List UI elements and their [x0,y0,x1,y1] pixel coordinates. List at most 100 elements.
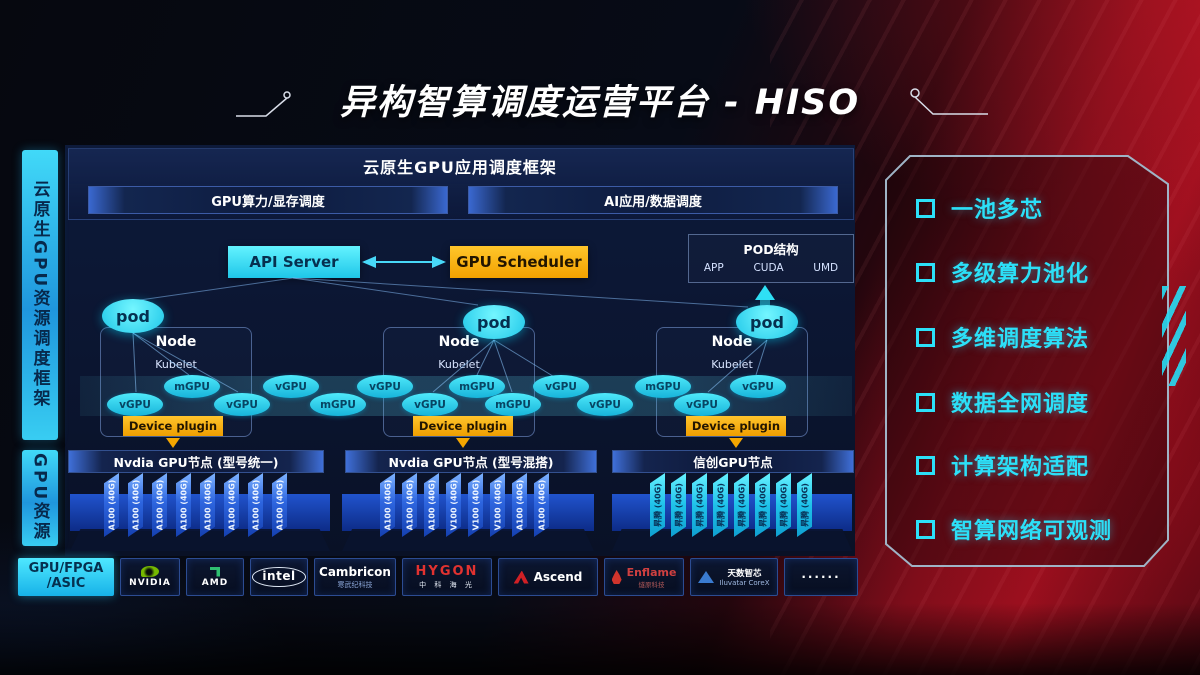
vendor-label: Ascend [533,570,583,584]
gpu-card-label: V100 (40G) [471,479,480,531]
gpu-card: V100 (40G) [468,473,483,537]
device-plugin-3: Device plugin [686,416,786,436]
mgpu-ellipse: mGPU [485,393,541,416]
gpu-card: A100 (40G) [380,473,395,537]
vendor-tile-amd: AMD [186,558,244,596]
gpu-card: V100 (40G) [446,473,461,537]
gpu-card: 昇腾 (40G) [713,473,728,537]
feature-label: 一池多芯 [951,198,1044,223]
gpu-card: 昇腾 (40G) [797,473,812,537]
gpu-card: A100 (40G) [128,473,143,537]
hw-line2: /ASIC [46,576,86,591]
vgpu-ellipse: vGPU [730,375,786,398]
gpu-card-label: V100 (40G) [449,479,458,531]
framework-title: 云原生GPU应用调度框架 [363,158,557,177]
gpu-card: 昇腾 (40G) [692,473,707,537]
gpu-node-bar-3: 信创GPU节点 [612,450,854,473]
vgpu-ellipse: vGPU [107,393,163,416]
hazard-stripes-decoration [1162,286,1186,386]
gpu-card: A100 (40G) [402,473,417,537]
feature-label: 多级算力池化 [951,262,1090,287]
bottom-shade [0,603,1200,675]
amd-logo-icon [210,566,220,577]
gpu-card-label: A100 (40G) [203,479,212,531]
node-title: Node [438,334,480,350]
pod-struct-box: POD结构 APP CUDA UMD [688,234,854,283]
vendor-text-group: 天数智芯 Iluvatar CoreX [719,567,769,587]
vendor-label: NVIDIA [129,578,171,588]
vgpu-ellipse: vGPU [402,393,458,416]
intel-logo: intel [252,567,306,587]
gpu-card-label: A100 (40G) [427,479,436,531]
ascend-logo-icon [513,570,529,584]
square-bullet-icon [916,519,935,539]
gpu-card-label: 昇腾 (40G) [779,483,788,527]
hw-line1: GPU/FPGA [28,561,104,577]
gpu-card-label: A100 (40G) [107,479,116,531]
vendor-tile-iluvatar: 天数智芯 Iluvatar CoreX [690,558,778,596]
pod-struct-title: POD结构 [743,242,799,257]
gpu-card-label: A100 (40G) [537,479,546,531]
feature-item-5: 计算架构适配 [916,450,1089,480]
gpu-card-stack-3: 昇腾 (40G) 昇腾 (40G) 昇腾 (40G) 昇腾 (40G) 昇腾 (40G)… [650,473,812,537]
square-bullet-icon [916,262,935,282]
gpu-node-bar-2: Nvdia GPU节点 (型号混搭) [345,450,597,473]
vendor-tile-ascend: Ascend [498,558,598,596]
vendor-label: Enflame [626,565,677,579]
gpu-card: A100 (40G) [512,473,527,537]
iluvatar-logo-icon [698,571,715,583]
gpu-card-label: 昇腾 (40G) [674,483,683,527]
page-title: 异构智算调度运营平台 - HISO [339,83,861,123]
gpu-node-bar-1: Nvdia GPU节点 (型号统一) [68,450,324,473]
kubelet-label: Kubelet [155,358,197,371]
pod-struct-item-umd: UMD [813,262,839,274]
pod-ellipse-1: pod [102,299,164,333]
gpu-card: 昇腾 (40G) [650,473,665,537]
kubelet-label: Kubelet [438,358,480,371]
gpu-card-label: A100 (40G) [179,479,188,531]
more-vendors-label: ······ [801,570,841,584]
vgpu-ellipse: vGPU [577,393,633,416]
vgpu-ellipse: vGPU [357,375,413,398]
vendor-sublabel: 寒武纪科技 [337,580,373,589]
gpu-card-label: 昇腾 (40G) [695,483,704,527]
gpu-card: A100 (40G) [248,473,263,537]
pod-struct-item-app: APP [703,262,724,274]
pod-ellipse-2: pod [463,305,525,339]
gpu-card-stack-1: A100 (40G) A100 (40G) A100 (40G) A100 (40G)… [104,473,287,537]
gpu-card-stack-2: A100 (40G) A100 (40G) A100 (40G) V100 (40G)… [380,473,549,537]
gpu-card-label: A100 (40G) [515,479,524,531]
gpu-card-label: 昇腾 (40G) [716,483,725,527]
nvidia-logo-icon [141,566,159,577]
gpu-card-label: A100 (40G) [251,479,260,531]
gpu-card-label: 昇腾 (40G) [758,483,767,527]
vgpu-ellipse: vGPU [533,375,589,398]
feature-label: 数据全网调度 [951,392,1090,417]
feature-label: 多维调度算法 [951,327,1090,352]
square-bullet-icon [916,198,935,218]
sidebar-frame-bar: 云原生GPU资源调度框架 [22,150,58,440]
vgpu-ellipse: vGPU [674,393,730,416]
gpu-card: A100 (40G) [224,473,239,537]
gpu-card-label: 昇腾 (40G) [737,483,746,527]
square-bullet-icon [916,455,935,475]
gpu-card-label: 昇腾 (40G) [653,483,662,527]
device-plugin-2: Device plugin [413,416,513,436]
gpu-card-label: A100 (40G) [405,479,414,531]
square-bullet-icon [916,327,935,347]
gpu-card: A100 (40G) [104,473,119,537]
api-server-box: API Server [228,246,360,278]
gpu-card: A100 (40G) [176,473,191,537]
gpu-card-label: A100 (40G) [275,479,284,531]
vendor-sublabel: 中 科 海 光 [419,581,475,589]
mgpu-ellipse: mGPU [635,375,691,398]
gpu-card: V100 (40G) [490,473,505,537]
feature-item-3: 多维调度算法 [916,322,1089,352]
sidebar-resource-bar: GPU资源 [22,450,58,546]
vendor-logo-row: NVIDIA AMD intel Cambricon 寒武纪科技 HYGON 中 科 海 光… [120,558,858,596]
mgpu-ellipse: mGPU [310,393,366,416]
feature-item-2: 多级算力池化 [916,257,1089,287]
vgpu-ellipse: vGPU [214,393,270,416]
gpu-card: A100 (40G) [152,473,167,537]
